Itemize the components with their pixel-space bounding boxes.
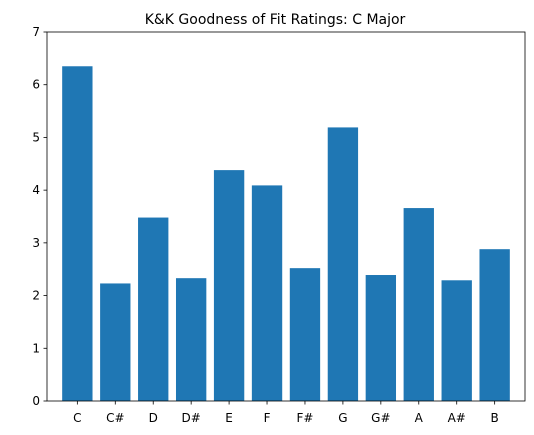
bar xyxy=(441,280,472,401)
plot-area: 0 1 2 3 4 5 6 7 C C# D D# E F F# G G# A A# B xyxy=(32,25,526,425)
x-tick-label: E xyxy=(225,411,233,425)
x-tick-label: C# xyxy=(106,411,124,425)
x-tick-label: A# xyxy=(448,411,466,425)
bar xyxy=(479,249,510,401)
bar xyxy=(403,208,434,401)
y-tick-label: 3 xyxy=(32,236,40,250)
bar xyxy=(327,127,359,402)
x-tick-label: C xyxy=(73,411,81,425)
y-tick-label: 6 xyxy=(32,78,40,92)
x-tick-label: D xyxy=(149,411,158,425)
y-tick-label: 5 xyxy=(32,130,40,144)
bar xyxy=(365,275,397,401)
bar xyxy=(251,185,283,401)
x-tick-label: A xyxy=(415,411,424,425)
y-tick-label: 7 xyxy=(32,25,40,39)
x-tick-label: G# xyxy=(371,411,390,425)
chart-title: K&K Goodness of Fit Ratings: C Major xyxy=(145,12,406,28)
y-tick-label: 1 xyxy=(32,341,40,355)
bar xyxy=(100,283,131,401)
y-tick-label: 0 xyxy=(32,394,40,408)
bar xyxy=(62,66,93,401)
axes-frame xyxy=(46,31,526,402)
x-tick-label: F# xyxy=(296,411,313,425)
x-tick-label: F xyxy=(264,411,271,425)
x-tick-label: G xyxy=(338,411,347,425)
x-tick-label: D# xyxy=(182,411,201,425)
y-tick-label: 2 xyxy=(32,289,40,303)
x-tick-label: B xyxy=(491,411,499,425)
bar xyxy=(138,217,169,401)
y-tick-label: 4 xyxy=(32,183,40,197)
bar xyxy=(289,268,321,401)
bar xyxy=(213,170,245,401)
bar xyxy=(175,278,207,401)
